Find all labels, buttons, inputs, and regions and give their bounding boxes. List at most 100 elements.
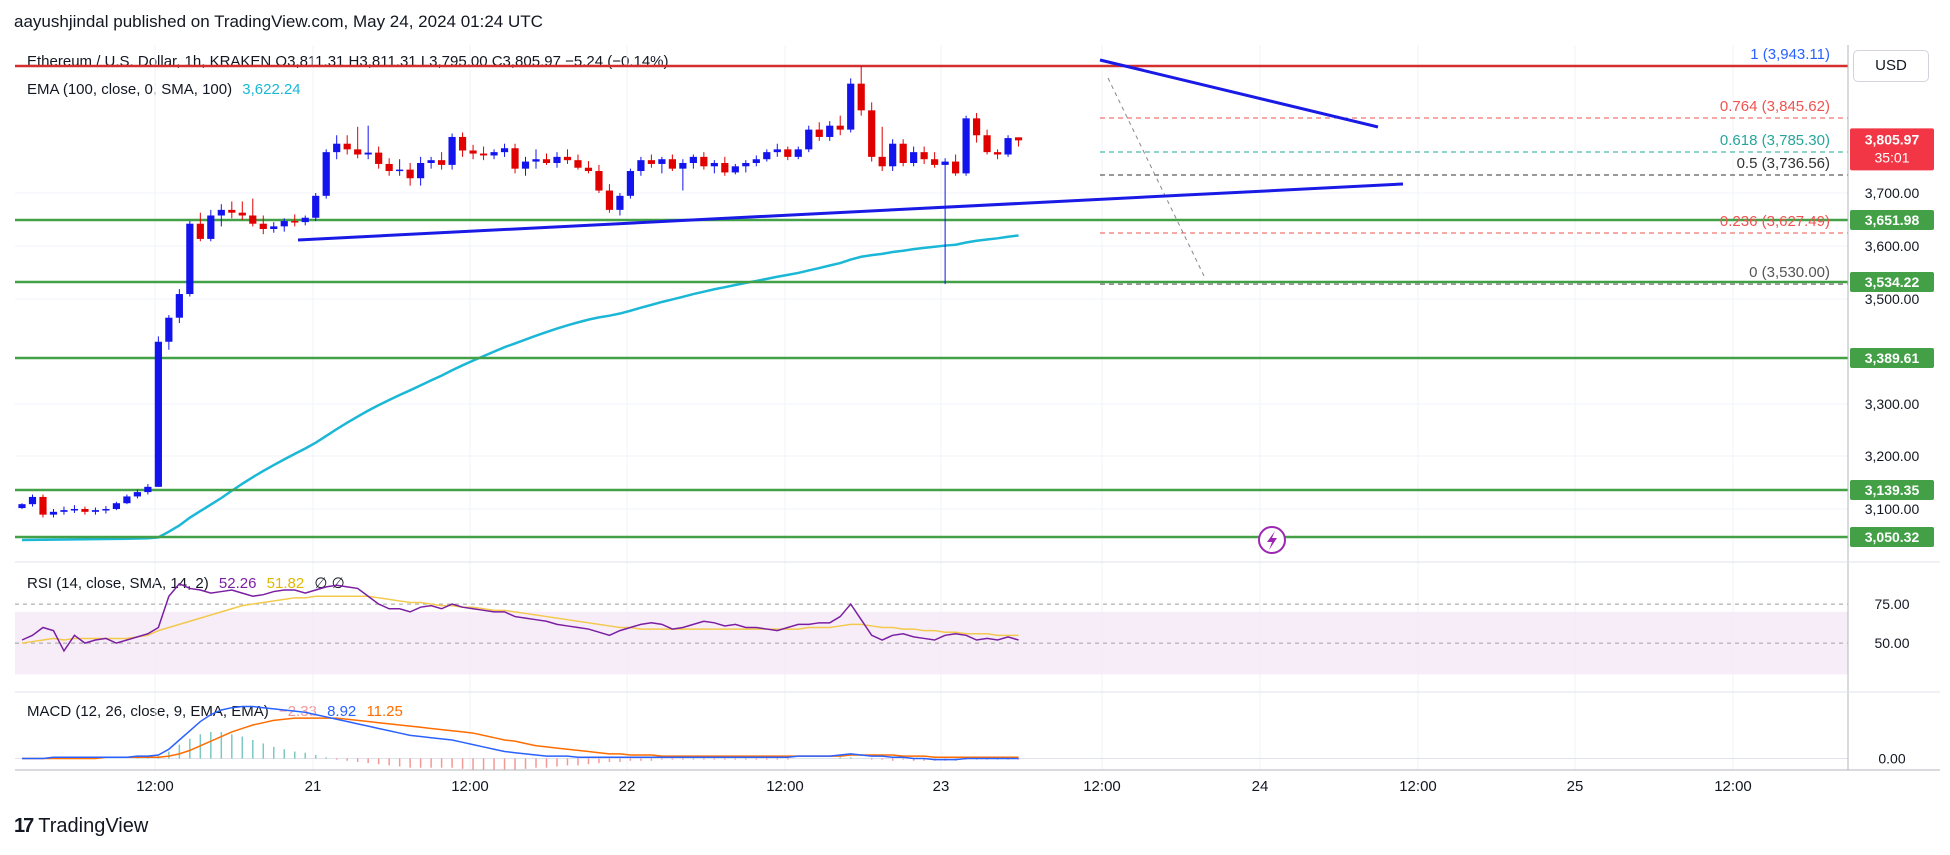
candle-body <box>542 159 551 163</box>
candle-body <box>81 509 89 512</box>
candle-body <box>847 83 855 130</box>
currency-selector-button[interactable]: USD <box>1853 50 1929 82</box>
candle-body <box>490 152 498 156</box>
y-tick-label: 3,200.00 <box>1865 448 1920 464</box>
candle-body <box>626 171 635 196</box>
candle-body <box>385 163 393 172</box>
candle-body <box>637 160 645 172</box>
candle-body <box>458 136 467 151</box>
candle-body <box>28 496 37 505</box>
candle-body <box>238 212 246 216</box>
candle-body <box>857 83 865 111</box>
rsi-line <box>21 582 1019 653</box>
fib-label: 0.618 (3,785.30) <box>1720 132 1830 149</box>
candle-body <box>878 156 886 167</box>
trend-lines[interactable] <box>297 58 1404 242</box>
candle-body <box>301 217 309 223</box>
candle-body <box>406 169 414 179</box>
candle-body <box>710 162 718 167</box>
y-tick-label: 3,700.00 <box>1865 185 1920 201</box>
x-tick-label: 12:00 <box>1714 778 1752 795</box>
support-price-badge-text: 3,651.98 <box>1865 212 1920 228</box>
candle-body <box>479 153 488 156</box>
fib-label: 0.5 (3,736.56) <box>1737 155 1830 172</box>
rsi-tick-label: 75.00 <box>1874 596 1909 612</box>
candle-body <box>563 156 572 161</box>
candle-body <box>721 162 729 173</box>
candle-body <box>700 156 708 167</box>
y-tick-label: 3,100.00 <box>1865 501 1920 517</box>
candle-body <box>322 152 330 196</box>
candle-body <box>91 510 100 512</box>
support-price-badge-text: 3,534.22 <box>1865 274 1920 290</box>
macd-pane: 0.00 <box>15 705 1906 770</box>
last-price-text: 3,805.97 <box>1865 131 1920 147</box>
candle-body <box>941 161 949 165</box>
publisher-caption: aayushjindal published on TradingView.co… <box>14 12 543 31</box>
rsi-pane: 75.00 50.00 <box>15 582 1910 675</box>
candle-body <box>186 223 194 295</box>
candle-body <box>333 143 341 153</box>
rsi-sma-line <box>21 595 1019 644</box>
ema-legend[interactable]: EMA (100, close, 0, SMA, 100) 3,622.24 <box>27 81 301 98</box>
flash-icon[interactable] <box>1258 526 1286 554</box>
x-tick-label: 12:00 <box>1083 778 1121 795</box>
fib-label: 0.764 (3,845.62) <box>1720 98 1830 115</box>
candle-body <box>123 496 131 504</box>
candle-body <box>605 190 614 210</box>
support-price-badge-text: 3,050.32 <box>1865 529 1920 545</box>
candle-body <box>752 159 760 163</box>
y-tick-label: 3,600.00 <box>1865 238 1920 254</box>
x-tick-label: 25 <box>1567 778 1584 795</box>
candle-body <box>815 129 823 137</box>
support-price-badge <box>1850 272 1934 292</box>
candle-body <box>794 149 802 157</box>
candle-body <box>805 129 813 150</box>
macd-line <box>22 705 1019 761</box>
candle-body <box>647 160 655 164</box>
x-tick-label: 12:00 <box>451 778 489 795</box>
axes: 12:00 21 12:00 22 12:00 23 12:00 24 12:00 25 12:00… <box>15 45 1940 795</box>
fib-diagonal <box>1107 77 1206 279</box>
support-price-badge <box>1850 527 1934 547</box>
candle-body <box>532 159 540 162</box>
candle-body <box>291 221 299 223</box>
price-chart[interactable]: 1 (3,943.11) 0.764 (3,845.62) 0.618 (3,785… <box>0 0 1950 810</box>
candle-body <box>500 148 509 153</box>
x-tick-label: 21 <box>305 778 322 795</box>
support-price-badge <box>1850 210 1934 230</box>
y-tick-label: 3,300.00 <box>1865 396 1920 412</box>
candle-body <box>595 171 603 191</box>
x-tick-label: 23 <box>933 778 950 795</box>
candle-body <box>993 152 1002 155</box>
x-tick-label: 24 <box>1252 778 1269 795</box>
candle-body <box>920 152 928 160</box>
ema-line <box>21 234 1019 542</box>
candle-body <box>910 152 918 163</box>
candles <box>18 66 1023 518</box>
tradingview-logo[interactable]: 17 TradingView <box>14 815 148 838</box>
last-price-badge <box>1850 128 1934 171</box>
candle-body <box>658 159 666 164</box>
candle-body <box>448 136 456 165</box>
candle-body <box>280 221 288 227</box>
rsi-tick-label: 50.00 <box>1874 635 1909 651</box>
candle-body <box>931 159 939 165</box>
candle-body <box>364 152 372 155</box>
candle-body <box>112 503 121 509</box>
candle-body <box>207 215 215 239</box>
support-price-badge-text: 3,139.35 <box>1865 482 1920 498</box>
candle-body <box>165 317 173 342</box>
x-tick-label: 12:00 <box>1399 778 1437 795</box>
candle-body <box>553 156 561 163</box>
candle-body <box>773 149 781 153</box>
fibonacci-retracement[interactable]: 1 (3,943.11) 0.764 (3,845.62) 0.618 (3,785… <box>1100 46 1848 285</box>
fib-label: 0.236 (3,627.49) <box>1720 213 1830 230</box>
fib-label: 1 (3,943.11) <box>1750 46 1830 63</box>
candle-body <box>228 209 236 213</box>
rsi-sma-legend-value: 51.82 <box>266 575 305 592</box>
rsi-legend[interactable]: RSI (14, close, SMA, 14, 2) 52.26 51.82 … <box>27 574 345 592</box>
candle-body <box>175 294 183 318</box>
candle-body <box>668 159 676 169</box>
candle-body <box>427 160 435 163</box>
